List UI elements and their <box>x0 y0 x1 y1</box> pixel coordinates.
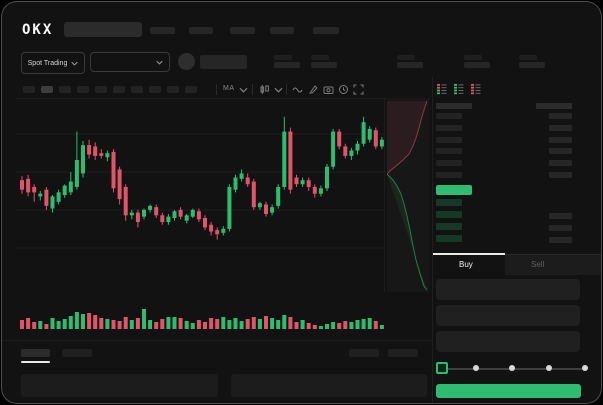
timeframe-button[interactable] <box>59 86 71 93</box>
ask-price-placeholder[interactable] <box>436 113 462 119</box>
nav-item[interactable] <box>230 27 255 34</box>
ask-amount-placeholder <box>549 124 572 131</box>
slider-stop[interactable] <box>582 365 588 371</box>
market-type-label: Spot Trading <box>27 59 68 67</box>
orderbook-header-price <box>436 103 472 109</box>
timeframe-button[interactable] <box>185 86 197 93</box>
ask-price-placeholder[interactable] <box>436 136 462 143</box>
nav-item[interactable] <box>313 27 339 34</box>
pair-coin-icon <box>178 53 195 70</box>
line-style-icon[interactable] <box>292 84 303 95</box>
depth-chart <box>387 98 429 292</box>
tab-buy[interactable]: Buy <box>459 260 473 269</box>
bid-amount-placeholder <box>549 225 572 231</box>
slider-stop[interactable] <box>509 365 515 371</box>
ask-amount-placeholder <box>549 148 572 155</box>
bid-price-placeholder[interactable] <box>436 223 462 230</box>
timeframe-button[interactable] <box>95 86 107 93</box>
candlestick-chart[interactable] <box>16 102 384 337</box>
total-input[interactable] <box>436 331 580 352</box>
book-asks-icon[interactable] <box>470 83 482 95</box>
amount-slider-handle[interactable] <box>436 362 448 374</box>
ask-price-placeholder[interactable] <box>436 172 462 178</box>
amount-input[interactable] <box>436 305 580 326</box>
book-all-icon[interactable] <box>436 83 448 95</box>
bottom-action[interactable] <box>388 349 418 357</box>
history-clock-icon[interactable] <box>338 84 349 95</box>
ask-amount-placeholder <box>549 136 572 143</box>
active-tab-indicator <box>433 253 505 255</box>
market-type-dropdown[interactable]: Spot Trading <box>21 52 85 74</box>
search-input[interactable] <box>64 22 142 37</box>
chevron-down-icon <box>71 61 78 66</box>
bid-amount-placeholder <box>549 237 572 243</box>
indicator-ma-button[interactable]: MA <box>223 85 235 92</box>
ask-amount-placeholder <box>549 172 572 178</box>
price-input[interactable] <box>436 279 580 300</box>
book-bids-icon[interactable] <box>453 83 465 95</box>
orderbook-header-amount <box>536 103 572 109</box>
okx-logo[interactable]: OKX <box>22 22 54 38</box>
slider-stop[interactable] <box>545 365 552 371</box>
bid-price-placeholder[interactable] <box>436 211 462 218</box>
nav-item[interactable] <box>189 27 213 34</box>
timeframe-button[interactable] <box>149 86 161 93</box>
timeframe-button[interactable] <box>131 86 143 93</box>
timeframe-button[interactable] <box>167 86 179 93</box>
nav-item[interactable] <box>150 27 175 34</box>
buy-submit-button[interactable] <box>436 384 581 398</box>
ask-amount-placeholder <box>549 160 572 167</box>
bottom-tab-underline <box>21 361 50 363</box>
bid-price-placeholder[interactable] <box>436 199 462 206</box>
fullscreen-icon[interactable] <box>353 84 364 95</box>
bottom-action[interactable] <box>349 349 379 357</box>
nav-item[interactable] <box>270 27 294 34</box>
timeframe-button[interactable] <box>41 86 53 93</box>
orderbook-panel: Buy Sell <box>432 77 601 403</box>
tabs-divider <box>433 254 601 255</box>
orders-list-placeholder <box>21 374 218 397</box>
ask-amount-placeholder <box>549 113 572 119</box>
tab-sell-background <box>505 255 601 275</box>
draw-tool-icon[interactable] <box>308 84 319 95</box>
chevron-down-icon[interactable] <box>239 87 248 93</box>
chevron-down-icon[interactable] <box>274 87 283 93</box>
tab-sell[interactable]: Sell <box>531 260 545 269</box>
chevron-down-icon <box>156 60 163 65</box>
candle-type-icon[interactable] <box>259 84 270 95</box>
ask-price-placeholder[interactable] <box>436 124 462 131</box>
camera-icon[interactable] <box>323 84 334 95</box>
bottom-tab-active[interactable] <box>21 349 50 357</box>
pair-selector-dropdown[interactable] <box>90 52 170 72</box>
orders-list-placeholder <box>231 374 427 397</box>
slider-stop[interactable] <box>472 365 479 371</box>
bottom-tab[interactable] <box>62 349 92 357</box>
pair-name-placeholder <box>200 55 247 69</box>
timeframe-button[interactable] <box>113 86 125 93</box>
bid-amount-placeholder <box>549 213 572 219</box>
ask-price-placeholder[interactable] <box>436 148 462 155</box>
bid-price-placeholder[interactable] <box>436 235 462 242</box>
timeframe-button[interactable] <box>77 86 89 93</box>
ask-price-placeholder[interactable] <box>436 160 462 167</box>
last-price-bar[interactable] <box>436 185 472 195</box>
timeframe-button[interactable] <box>23 86 35 93</box>
